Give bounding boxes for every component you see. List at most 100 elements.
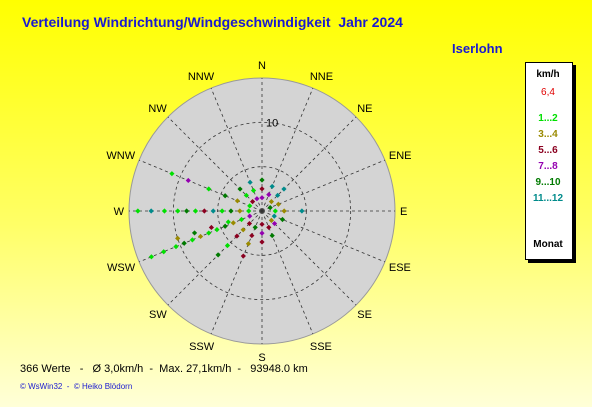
- wind-point: [247, 213, 253, 219]
- wind-point: [197, 233, 204, 240]
- wind-point: [219, 208, 225, 214]
- wind-point: [281, 186, 287, 192]
- wind-point: [214, 227, 220, 233]
- legend-max-value: 6,4: [541, 87, 555, 98]
- wind-point: [259, 186, 265, 192]
- wind-point: [266, 224, 272, 230]
- wind-point: [267, 205, 273, 211]
- spoke-ne: [261, 116, 357, 212]
- wind-point: [161, 208, 168, 214]
- wind-point: [161, 249, 167, 255]
- wind-point: [246, 220, 253, 227]
- wind-point: [268, 217, 275, 224]
- direction-label-sw: SW: [149, 309, 167, 321]
- direction-label-ene: ENE: [389, 150, 412, 162]
- wind-point: [237, 186, 243, 192]
- wind-point: [185, 177, 191, 184]
- direction-label-ne: NE: [357, 103, 372, 115]
- wind-point: [246, 208, 252, 214]
- wind-point: [206, 230, 212, 236]
- ring-label: 10: [266, 117, 278, 129]
- direction-label-sse: SSE: [310, 341, 332, 353]
- spoke-sse: [261, 210, 314, 335]
- wind-point: [191, 230, 198, 236]
- wind-point: [206, 186, 212, 192]
- wind-point: [181, 240, 187, 246]
- spoke-nw: [167, 116, 263, 212]
- wind-point: [247, 179, 253, 185]
- wind-point: [225, 219, 231, 225]
- wind-point: [259, 195, 265, 201]
- wind-point: [201, 208, 207, 214]
- legend-item: 1...2: [538, 113, 558, 124]
- wind-point: [148, 208, 154, 214]
- spoke-wnw: [138, 159, 263, 212]
- direction-label-wnw: WNW: [106, 150, 135, 162]
- legend-unit: km/h: [536, 69, 560, 80]
- wind-point: [249, 232, 255, 239]
- wind-point: [275, 201, 281, 207]
- wind-point: [299, 208, 305, 214]
- wind-point: [269, 232, 275, 239]
- footer-stats: 366 Werte - Ø 3,0km/h - Max. 27,1km/h - …: [20, 363, 308, 375]
- wind-point: [247, 203, 253, 209]
- spoke-nnw: [210, 87, 263, 212]
- wind-point: [281, 208, 287, 214]
- legend-item: 11...12: [532, 193, 564, 204]
- wind-point: [175, 208, 181, 214]
- wind-point: [175, 235, 181, 241]
- wind-point: [228, 208, 234, 214]
- direction-label-ssw: SSW: [189, 341, 215, 353]
- direction-label-nne: NNE: [310, 71, 333, 83]
- wind-point: [271, 213, 277, 219]
- wind-point: [269, 183, 275, 190]
- wind-point: [169, 171, 175, 177]
- wind-point: [237, 208, 243, 214]
- spoke-se: [261, 210, 357, 306]
- wind-point: [250, 187, 257, 194]
- wind-point: [249, 198, 256, 205]
- wind-point: [238, 216, 245, 223]
- spoke-ene: [261, 159, 386, 212]
- wind-point: [148, 254, 155, 260]
- legend-footer: Monat: [533, 239, 563, 250]
- wind-point: [184, 208, 190, 214]
- wind-point: [192, 208, 199, 214]
- wind-point: [135, 208, 141, 214]
- wind-point: [208, 224, 215, 231]
- direction-label-ese: ESE: [389, 262, 411, 274]
- wind-point: [272, 208, 278, 214]
- wind-point: [279, 216, 286, 223]
- direction-label-n: N: [258, 60, 266, 72]
- wind-point: [245, 241, 252, 247]
- spoke-ssw: [210, 210, 263, 335]
- wind-point: [173, 244, 179, 250]
- wind-point: [271, 220, 278, 227]
- spoke-nne: [261, 87, 314, 212]
- wind-point: [234, 198, 241, 204]
- wind-point: [240, 253, 246, 259]
- legend-item: 5...6: [538, 145, 558, 156]
- wind-point: [243, 192, 249, 198]
- wind-point: [259, 239, 265, 245]
- legend-panel: km/h 6,4 1...2 3...4 5...6 7...8 9...10 11...…: [525, 62, 573, 260]
- legend-item: 7...8: [538, 161, 558, 172]
- wind-point: [254, 196, 260, 202]
- wind-point: [222, 193, 228, 199]
- credits: © WsWin32 - © Heiko Blödorn: [20, 382, 133, 391]
- wind-point: [234, 233, 240, 239]
- wind-point: [240, 227, 246, 233]
- location-label: Iserlohn: [452, 41, 503, 56]
- direction-label-nnw: NNW: [188, 71, 215, 83]
- grid-ring: [172, 121, 352, 301]
- wind-point: [230, 220, 236, 226]
- chart-title: Verteilung Windrichtung/Windgeschwindigk…: [22, 14, 403, 30]
- wind-point: [268, 198, 275, 205]
- wind-point: [189, 237, 195, 243]
- spoke-ese: [261, 210, 386, 263]
- direction-label-w: W: [114, 206, 125, 218]
- wind-point: [259, 230, 265, 236]
- wind-point: [259, 177, 265, 183]
- spoke-sw: [167, 210, 263, 306]
